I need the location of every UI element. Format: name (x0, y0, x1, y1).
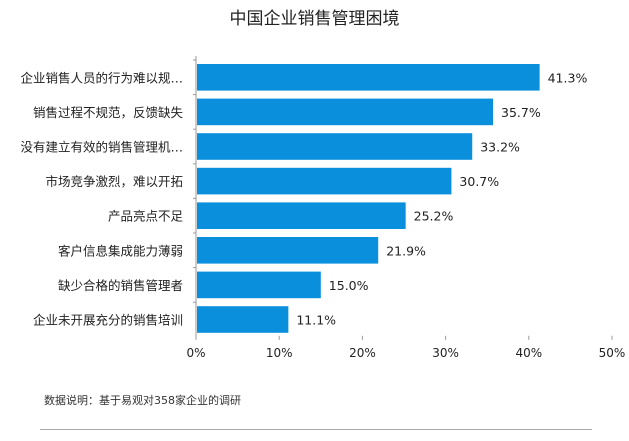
data-note: 数据说明：基于易观对358家企业的调研 (44, 394, 241, 407)
x-tick-label: 20% (349, 346, 376, 360)
bar (197, 98, 494, 126)
x-tick-label: 0% (186, 346, 205, 360)
category-label: 产品亮点不足 (108, 209, 184, 224)
bar (197, 306, 289, 333)
x-tick-label: 10% (266, 346, 293, 360)
data-label: 33.2% (480, 140, 520, 155)
data-label: 15.0% (329, 278, 369, 293)
x-tick-label: 30% (432, 346, 459, 360)
bar (197, 202, 406, 229)
bar (197, 237, 379, 264)
category-label: 销售过程不规范，反馈缺失 (33, 105, 184, 120)
data-label: 35.7% (501, 105, 541, 120)
bar (197, 271, 321, 299)
category-label: 客户信息集成能力薄弱 (58, 243, 183, 258)
data-label: 21.9% (386, 243, 426, 258)
bar (197, 167, 452, 195)
data-label: 11.1% (296, 313, 336, 328)
bar (197, 64, 540, 91)
divider (40, 429, 592, 430)
category-label: 企业未开展充分的销售培训 (33, 313, 183, 328)
category-label: 企业销售人员的行为难以规… (20, 70, 183, 85)
chart-title: 中国企业销售管理困境 (229, 9, 400, 29)
data-label: 25.2% (414, 209, 454, 224)
x-tick-label: 40% (515, 346, 542, 360)
category-label: 市场竞争激烈，难以开拓 (45, 174, 183, 189)
bar (197, 133, 473, 160)
data-label: 30.7% (459, 174, 499, 189)
data-label: 41.3% (548, 70, 588, 85)
x-tick-label: 50% (599, 346, 626, 360)
category-label: 缺少合格的销售管理者 (58, 278, 183, 293)
category-label: 没有建立有效的销售管理机… (20, 140, 183, 155)
